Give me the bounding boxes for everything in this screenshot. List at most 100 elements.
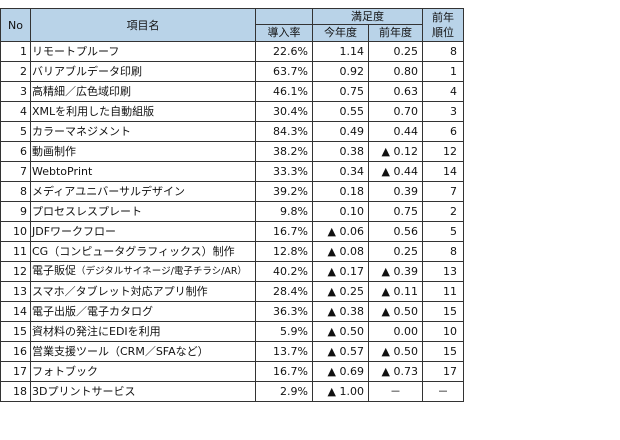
cell-prev: ▲ 0.50 <box>368 301 423 322</box>
cell-prev: ▲ 0.12 <box>368 141 423 162</box>
cell-rate: 36.3% <box>255 301 313 322</box>
cell-no: 6 <box>0 141 31 162</box>
cell-rank: 12 <box>422 141 464 162</box>
cell-rank: 10 <box>422 321 464 342</box>
cell-name: バリアブルデータ印刷 <box>30 61 256 82</box>
header-prev-rank: 前年 順位 <box>422 8 464 42</box>
cell-cur: ▲ 0.50 <box>312 321 369 342</box>
cell-no: 14 <box>0 301 31 322</box>
cell-rank: 17 <box>422 361 464 382</box>
table-row: 2 バリアブルデータ印刷 63.7% 0.92 0.80 1 <box>0 61 464 82</box>
cell-no: 17 <box>0 361 31 382</box>
cell-rate: 12.8% <box>255 241 313 262</box>
cell-cur: 1.14 <box>312 41 369 62</box>
cell-no: 12 <box>0 261 31 282</box>
cell-rate: 2.9% <box>255 381 313 402</box>
header-satisfaction: 満足度 <box>312 8 423 25</box>
cell-rate: 28.4% <box>255 281 313 302</box>
cell-rank: 8 <box>422 41 464 62</box>
cell-name: カラーマネジメント <box>30 121 256 142</box>
cell-prev: 0.63 <box>368 81 423 102</box>
table-row: 10 JDFワークフロー 16.7% ▲ 0.06 0.56 5 <box>0 221 464 242</box>
table-row: 11 CG（コンピュータグラフィックス）制作 12.8% ▲ 0.08 0.25… <box>0 241 464 262</box>
cell-rank: 3 <box>422 101 464 122</box>
cell-name: XMLを利用した自動組版 <box>30 101 256 122</box>
header-row-top: No 項目名 満足度 前年 順位 <box>0 8 464 42</box>
cell-name: 動画制作 <box>30 141 256 162</box>
cell-rank: 15 <box>422 301 464 322</box>
cell-name: 高精細／広色域印刷 <box>30 81 256 102</box>
cell-name: 営業支援ツール（CRM／SFAなど） <box>30 341 256 362</box>
cell-prev: 0.75 <box>368 201 423 222</box>
cell-rank: 5 <box>422 221 464 242</box>
cell-cur: ▲ 0.25 <box>312 281 369 302</box>
cell-name-note: （デジタルサイネージ/電子チラシ/AR） <box>76 266 247 277</box>
cell-name: 電子出版／電子カタログ <box>30 301 256 322</box>
cell-prev: 0.25 <box>368 241 423 262</box>
header-item: 項目名 <box>30 8 256 42</box>
cell-no: 7 <box>0 161 31 182</box>
table-row: 9 プロセスレスプレート 9.8% 0.10 0.75 2 <box>0 201 464 222</box>
cell-prev: 0.25 <box>368 41 423 62</box>
cell-rate: 16.7% <box>255 361 313 382</box>
table-row: 3 高精細／広色域印刷 46.1% 0.75 0.63 4 <box>0 81 464 102</box>
cell-prev: ▲ 0.44 <box>368 161 423 182</box>
cell-rate: 22.6% <box>255 41 313 62</box>
cell-no: 15 <box>0 321 31 342</box>
cell-prev: 0.44 <box>368 121 423 142</box>
cell-cur: 0.55 <box>312 101 369 122</box>
cell-prev: － <box>368 381 423 402</box>
cell-no: 1 <box>0 41 31 62</box>
cell-name: WebtoPrint <box>30 161 256 182</box>
table-row: 5 カラーマネジメント 84.3% 0.49 0.44 6 <box>0 121 464 142</box>
cell-rate: 30.4% <box>255 101 313 122</box>
cell-cur: ▲ 0.06 <box>312 221 369 242</box>
cell-no: 3 <box>0 81 31 102</box>
cell-rank: 7 <box>422 181 464 202</box>
cell-name: 資材料の発注にEDIを利用 <box>30 321 256 342</box>
header-row-bottom: 導入率 今年度 前年度 <box>1 24 464 42</box>
cell-rate: 84.3% <box>255 121 313 142</box>
cell-rank: 13 <box>422 261 464 282</box>
table-row: 16 営業支援ツール（CRM／SFAなど） 13.7% ▲ 0.57 ▲ 0.5… <box>0 341 464 362</box>
cell-prev: 0.00 <box>368 321 423 342</box>
cell-no: 4 <box>0 101 31 122</box>
cell-prev: ▲ 0.73 <box>368 361 423 382</box>
cell-name: 3Dプリントサービス <box>30 381 256 402</box>
cell-no: 13 <box>0 281 31 302</box>
table-row: 8 メディアユニバーサルデザイン 39.2% 0.18 0.39 7 <box>0 181 464 202</box>
cell-no: 9 <box>0 201 31 222</box>
table-row: 4 XMLを利用した自動組版 30.4% 0.55 0.70 3 <box>0 101 464 122</box>
cell-cur: ▲ 0.69 <box>312 361 369 382</box>
cell-rank: 2 <box>422 201 464 222</box>
header-adoption: 導入率 <box>255 24 313 42</box>
table-row: 18 3Dプリントサービス 2.9% ▲ 1.00 － － <box>0 381 464 402</box>
cell-prev: 0.39 <box>368 181 423 202</box>
cell-rate: 5.9% <box>255 321 313 342</box>
header-this-year: 今年度 <box>312 24 369 42</box>
cell-cur: ▲ 0.17 <box>312 261 369 282</box>
cell-rank: 4 <box>422 81 464 102</box>
cell-cur: ▲ 0.08 <box>312 241 369 262</box>
cell-no: 5 <box>0 121 31 142</box>
cell-cur: ▲ 1.00 <box>312 381 369 402</box>
cell-rate: 9.8% <box>255 201 313 222</box>
cell-name: CG（コンピュータグラフィックス）制作 <box>30 241 256 262</box>
cell-name: プロセスレスプレート <box>30 201 256 222</box>
cell-rank: 11 <box>422 281 464 302</box>
table-row: 12 電子販促（デジタルサイネージ/電子チラシ/AR） 40.2% ▲ 0.17… <box>0 261 464 282</box>
cell-cur: 0.38 <box>312 141 369 162</box>
cell-no: 11 <box>0 241 31 262</box>
cell-cur: 0.49 <box>312 121 369 142</box>
cell-rate: 38.2% <box>255 141 313 162</box>
header-no: No <box>0 8 31 42</box>
cell-name: JDFワークフロー <box>30 221 256 242</box>
cell-rate: 13.7% <box>255 341 313 362</box>
cell-name: フォトブック <box>30 361 256 382</box>
cell-name: 電子販促（デジタルサイネージ/電子チラシ/AR） <box>30 261 256 282</box>
cell-rank: 8 <box>422 241 464 262</box>
cell-cur: 0.18 <box>312 181 369 202</box>
cell-rank: 14 <box>422 161 464 182</box>
table-row: 7 WebtoPrint 33.3% 0.34 ▲ 0.44 14 <box>0 161 464 182</box>
cell-prev: 0.56 <box>368 221 423 242</box>
